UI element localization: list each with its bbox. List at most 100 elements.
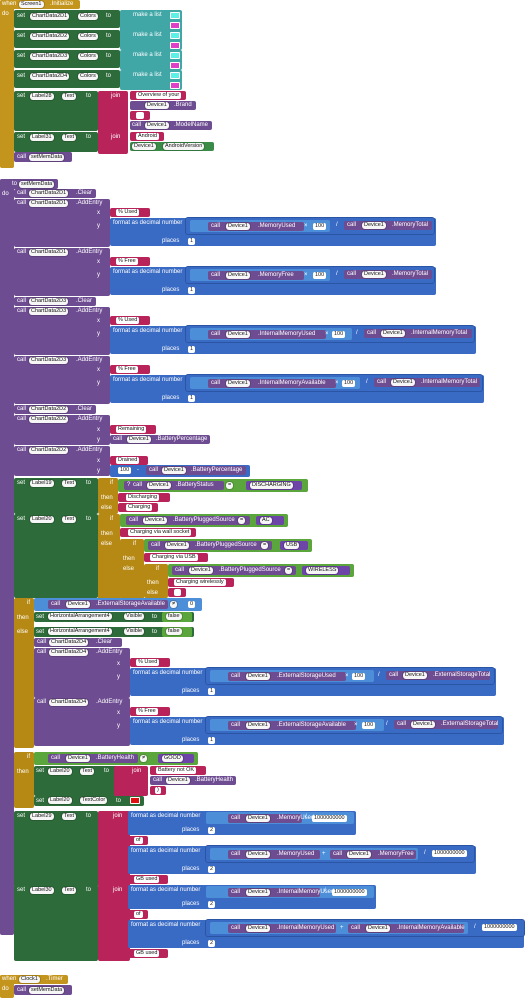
- horizontalarrangement4-dropdown[interactable]: HorizontalArrangement4: [48, 628, 112, 635]
- chartdata2d4-dropdown[interactable]: ChartData2D4: [30, 73, 70, 80]
- text-prop-dropdown[interactable]: Text: [62, 134, 77, 141]
- call-chartdata2d3-addentry[interactable]: [14, 356, 110, 404]
- color-swatch-pink[interactable]: [170, 42, 180, 49]
- pct-used-text-field[interactable]: % Used: [116, 209, 140, 216]
- color-swatch-cyan[interactable]: [170, 32, 180, 39]
- if-then-else-nested[interactable]: [144, 564, 168, 598]
- device1-dropdown[interactable]: Device1: [246, 889, 270, 896]
- places-number[interactable]: 2: [208, 901, 216, 908]
- chartdata2d2-dropdown[interactable]: ChartData2D2: [29, 406, 69, 413]
- number-100[interactable]: 100: [118, 467, 132, 474]
- device1-externalstorageused-getter[interactable]: [228, 672, 346, 681]
- color-swatch-pink[interactable]: [170, 62, 180, 69]
- event-block-screen1-initialize[interactable]: [0, 0, 14, 168]
- number-0[interactable]: 0: [188, 601, 196, 608]
- join-block[interactable]: [114, 766, 148, 796]
- number-100[interactable]: 100: [313, 223, 327, 230]
- device1-memoryused-getter[interactable]: [208, 222, 304, 231]
- discharging-text-field[interactable]: Discharging: [126, 494, 160, 501]
- device1-internalmemoryavailable-getter[interactable]: [208, 379, 336, 388]
- device1-batteryhealth-getter[interactable]: [48, 754, 138, 763]
- device1-memoryfree-getter[interactable]: [330, 850, 416, 859]
- notequal-operator-dropdown[interactable]: ≠: [170, 601, 178, 608]
- paren-text-field[interactable]: ): [155, 787, 161, 794]
- text-prop-dropdown[interactable]: Text: [62, 516, 77, 523]
- of-text-field[interactable]: of: [134, 837, 143, 844]
- colors-dropdown[interactable]: Colors: [78, 33, 98, 40]
- device1-dropdown[interactable]: Device1: [127, 436, 151, 443]
- charging-wireless-text-field[interactable]: Charging wirelessly: [174, 579, 226, 586]
- device1-dropdown[interactable]: Device1: [162, 467, 186, 474]
- if-then-else-block[interactable]: [98, 478, 118, 514]
- color-swatch-cyan[interactable]: [170, 52, 180, 59]
- equals-operator-dropdown[interactable]: =: [261, 542, 269, 549]
- call-chartdata2d1-addentry[interactable]: [14, 248, 110, 296]
- device1-internalmemorytotal-getter[interactable]: [364, 329, 472, 338]
- device1-dropdown[interactable]: Device1: [147, 482, 171, 489]
- number-1000000000[interactable]: 1000000000: [312, 815, 347, 822]
- label28-dropdown[interactable]: Label28: [30, 93, 54, 100]
- visible-prop-dropdown[interactable]: Visible: [124, 613, 145, 620]
- text-prop-dropdown[interactable]: Text: [62, 93, 77, 100]
- usb-constant-dropdown[interactable]: USB: [284, 542, 300, 549]
- chartdata2d2-dropdown[interactable]: ChartData2D2: [29, 416, 69, 423]
- device1-dropdown[interactable]: Device1: [145, 122, 169, 129]
- device1-dropdown[interactable]: Device1: [381, 330, 405, 337]
- device1-batteryhealth-getter[interactable]: [150, 776, 236, 785]
- set-label28-text[interactable]: [14, 91, 98, 131]
- device1-dropdown[interactable]: Device1: [246, 851, 270, 858]
- device1-dropdown[interactable]: Device1: [226, 223, 250, 230]
- charging-usb-text-field[interactable]: Charging via USB: [150, 554, 198, 561]
- device1-dropdown[interactable]: Device1: [132, 143, 156, 150]
- color-swatch-pink[interactable]: [170, 22, 180, 29]
- charging-text-field[interactable]: Charging: [126, 504, 153, 511]
- red-color-swatch[interactable]: [130, 797, 140, 804]
- color-swatch-pink[interactable]: [170, 82, 180, 89]
- device1-batterypluggedsource-getter[interactable]: [126, 516, 250, 525]
- device1-dropdown[interactable]: Device1: [143, 517, 167, 524]
- space-text-field[interactable]: [136, 112, 144, 119]
- false-dropdown[interactable]: false: [166, 628, 182, 635]
- ac-constant-dropdown[interactable]: AC: [260, 517, 272, 524]
- equals-operator-dropdown[interactable]: =: [226, 482, 234, 489]
- make-a-list-block[interactable]: [120, 50, 182, 70]
- chartdata2d1-dropdown[interactable]: ChartData2D1: [29, 190, 69, 197]
- device1-memoryused-getter[interactable]: [228, 850, 320, 859]
- device1-externalstorageavailable-getter[interactable]: [228, 721, 356, 730]
- label30-dropdown[interactable]: Label30: [30, 887, 54, 894]
- setmemdata-dropdown[interactable]: setMemData: [29, 154, 65, 161]
- false-dropdown[interactable]: false: [166, 613, 182, 620]
- color-swatch-cyan[interactable]: [170, 72, 180, 79]
- text-prop-dropdown[interactable]: Text: [80, 768, 95, 775]
- chartdata2d1-dropdown[interactable]: ChartData2D1: [29, 200, 69, 207]
- number-100[interactable]: 100: [332, 331, 346, 338]
- colors-dropdown[interactable]: Colors: [78, 53, 98, 60]
- device1-dropdown[interactable]: Device1: [246, 722, 270, 729]
- colors-dropdown[interactable]: Colors: [78, 13, 98, 20]
- pct-used-text-field[interactable]: % Used: [136, 659, 160, 666]
- drained-text-field[interactable]: Drained: [116, 457, 140, 464]
- device1-dropdown[interactable]: Device1: [403, 672, 427, 679]
- places-number[interactable]: 2: [208, 866, 216, 873]
- device1-memorytotal-getter[interactable]: [344, 270, 432, 279]
- device1-modelname-getter[interactable]: [130, 121, 212, 130]
- clock1-dropdown[interactable]: Clock1: [19, 976, 40, 983]
- discharging-constant-dropdown[interactable]: DISCHARGING: [250, 482, 293, 489]
- if-then-else-nested[interactable]: [120, 539, 144, 599]
- places-number[interactable]: 1: [188, 395, 196, 402]
- chartdata2d4-dropdown[interactable]: ChartData2D4: [49, 649, 89, 656]
- label20-dropdown[interactable]: Label20: [30, 516, 54, 523]
- number-1000000000[interactable]: 1000000000: [482, 924, 517, 931]
- visible-prop-dropdown[interactable]: Visible: [124, 628, 145, 635]
- horizontalarrangement4-dropdown[interactable]: HorizontalArrangement4: [48, 613, 112, 620]
- device1-batterypluggedsource-getter[interactable]: [148, 541, 272, 550]
- device1-dropdown[interactable]: Device1: [246, 925, 270, 932]
- pct-free-text-field[interactable]: % Free: [136, 708, 158, 715]
- chartdata2d4-dropdown[interactable]: ChartData2D4: [49, 699, 89, 706]
- setmemdata-name-field[interactable]: setMemData: [19, 181, 55, 188]
- set-label20-text[interactable]: [14, 514, 98, 598]
- pct-used-text-field[interactable]: % Used: [116, 317, 140, 324]
- device1-dropdown[interactable]: Device1: [226, 331, 250, 338]
- chartdata2d2-dropdown[interactable]: ChartData2D2: [30, 33, 70, 40]
- device1-dropdown[interactable]: Device1: [66, 755, 90, 762]
